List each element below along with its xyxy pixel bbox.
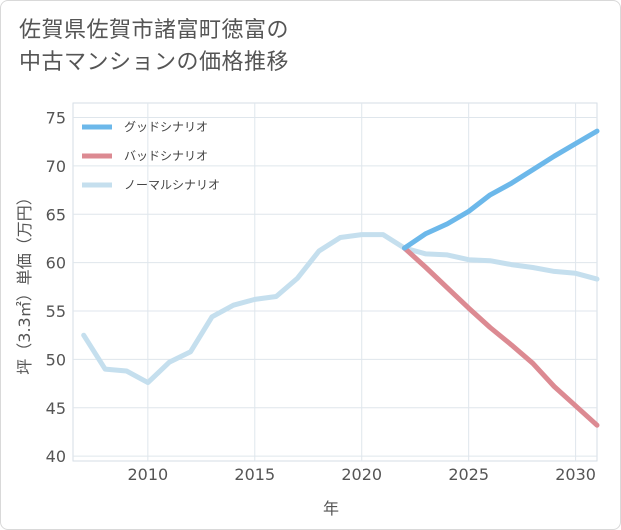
y-tick-label: 45	[46, 399, 66, 418]
y-tick-labels: 40 45 50 55 60 65 70 75	[46, 109, 66, 467]
y-tick-label: 55	[46, 302, 66, 321]
x-tick-label: 2020	[341, 465, 382, 484]
y-tick-label: 50	[46, 350, 66, 369]
x-tick-label: 2010	[127, 465, 168, 484]
grid-lines	[72, 102, 598, 462]
series-line-2	[81, 232, 600, 386]
x-tick-label: 2015	[234, 465, 275, 484]
x-axis-label: 年	[323, 499, 339, 518]
plot-frame	[72, 102, 598, 462]
chart-title: 佐賀県佐賀市諸富町徳富の 中古マンションの価格推移	[19, 18, 290, 75]
y-tick-label: 60	[46, 254, 66, 273]
legend-label-0: グッドシナリオ	[124, 120, 208, 134]
legend-label-2: ノーマルシナリオ	[124, 178, 220, 192]
series-lines	[81, 128, 600, 428]
legend-label-1: バッドシナリオ	[124, 149, 208, 163]
y-axis-label: 坪（3.3㎡）単価（万円）	[15, 189, 34, 374]
y-tick-label: 70	[46, 157, 66, 176]
y-tick-label: 65	[46, 205, 66, 224]
y-tick-label: 40	[46, 447, 66, 466]
x-tick-label: 2030	[555, 465, 596, 484]
x-tick-label: 2025	[448, 465, 489, 484]
series-line-0	[402, 128, 600, 251]
series-line-1	[402, 245, 600, 428]
x-tick-labels: 2010 2015 2020 2025 2030	[127, 465, 595, 484]
y-tick-label: 75	[46, 109, 66, 128]
